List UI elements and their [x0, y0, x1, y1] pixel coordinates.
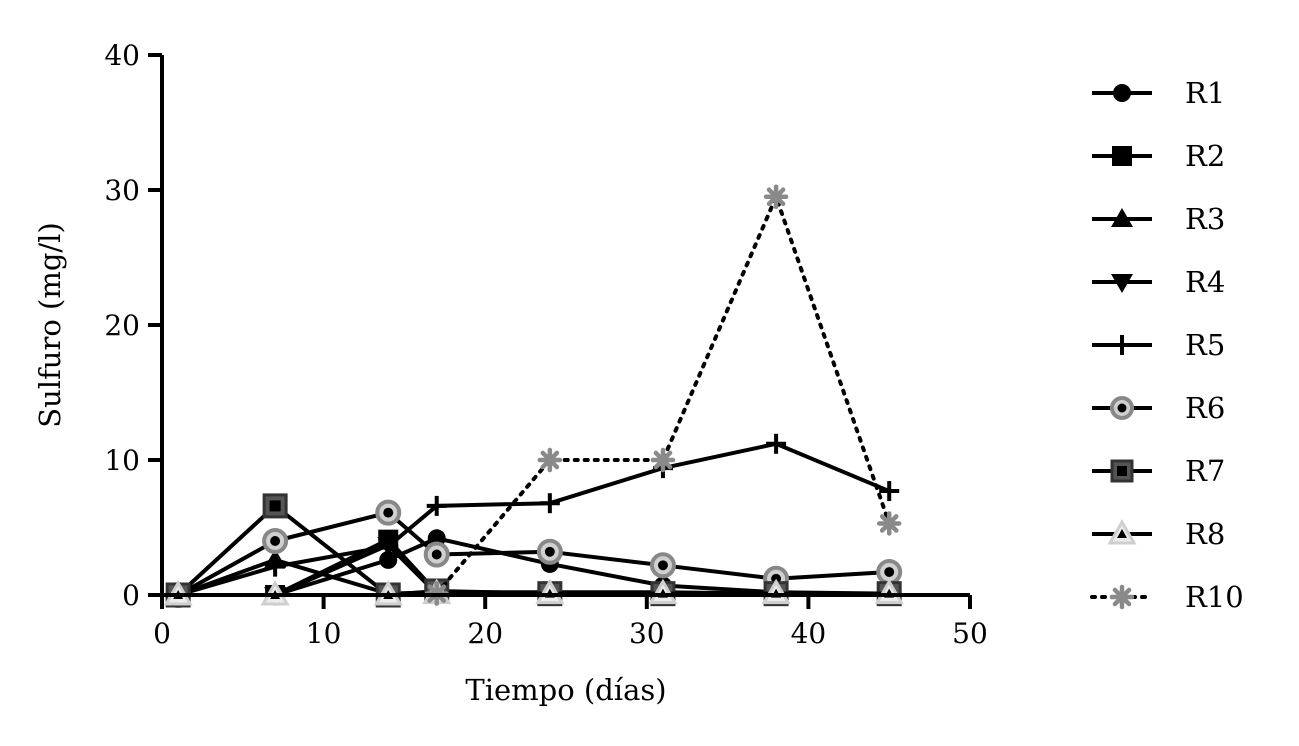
data-point [375, 499, 402, 526]
legend-marker-icon [1111, 208, 1133, 227]
legend-label: R8 [1185, 517, 1225, 551]
series-line-r10 [434, 194, 892, 596]
legend-item: R10 [1090, 580, 1244, 614]
data-point [262, 493, 288, 519]
legend-item: R8 [1092, 517, 1225, 551]
legend-item: R5 [1092, 328, 1225, 362]
legend-marker-icon [1113, 84, 1131, 102]
legend-label: R10 [1185, 580, 1244, 614]
y-tick-label: 40 [104, 39, 140, 72]
legend-item: R3 [1092, 202, 1225, 236]
y-tick-label: 20 [104, 309, 140, 342]
data-point [649, 552, 676, 579]
data-point [539, 493, 560, 514]
legend-label: R3 [1185, 202, 1225, 236]
x-tick-label: 20 [467, 617, 503, 650]
x-axis-title: Tiempo (días) [465, 673, 666, 707]
legend-marker-icon [1107, 518, 1137, 545]
legend-marker-icon [1111, 274, 1133, 293]
x-tick-label: 10 [306, 617, 342, 650]
legend-marker-icon [1109, 584, 1135, 610]
data-point [378, 536, 399, 557]
x-tick-label: 40 [791, 617, 827, 650]
legend-label: R1 [1185, 76, 1225, 110]
legend-item: R4 [1092, 265, 1225, 299]
data-point [423, 541, 450, 568]
series-r8 [163, 578, 904, 606]
series-layer [163, 184, 904, 608]
data-point [763, 184, 789, 209]
data-point [537, 447, 563, 473]
legend: R1 R2 R3 R4 R5 R6 R7 R8 R10 [1090, 76, 1244, 614]
data-point [766, 433, 787, 454]
legend-label: R6 [1185, 391, 1225, 425]
plot-area: 0 10 20 30 40 50 0 10 20 30 40 [104, 39, 987, 650]
series-line-r1 [178, 536, 890, 597]
data-point [265, 556, 286, 577]
series-line-r6 [177, 510, 890, 597]
series-r10 [424, 184, 902, 606]
series-r6 [165, 499, 903, 608]
legend-item: R6 [1092, 391, 1225, 425]
y-tick-label: 0 [122, 579, 140, 612]
legend-label: R7 [1185, 454, 1225, 488]
legend-item: R1 [1092, 76, 1225, 110]
data-point [426, 495, 447, 516]
data-point [536, 538, 563, 565]
x-tick-label: 0 [153, 617, 171, 650]
data-point [379, 550, 398, 569]
legend-label: R5 [1185, 328, 1225, 362]
data-point [876, 511, 902, 536]
legend-marker-icon [1110, 396, 1134, 420]
ticks: 0 10 20 30 40 50 0 10 20 30 40 [104, 39, 987, 650]
series-line-r5 [177, 441, 890, 597]
data-point [879, 481, 900, 502]
legend-marker-icon [1112, 146, 1132, 166]
legend-item: R7 [1092, 454, 1225, 488]
x-tick-label: 50 [952, 617, 988, 650]
y-tick-label: 10 [104, 444, 140, 477]
legend-label: R4 [1185, 265, 1225, 299]
legend-label: R2 [1185, 139, 1225, 173]
legend-marker-icon [1112, 335, 1132, 355]
y-tick-label: 30 [104, 174, 140, 207]
x-tick-label: 30 [629, 617, 665, 650]
legend-marker-icon [1110, 459, 1134, 483]
y-axis-title: Sulfuro (mg/l) [33, 222, 67, 428]
data-point [650, 447, 676, 473]
legend-item: R2 [1092, 139, 1225, 173]
data-point [262, 528, 289, 554]
axes: 0 10 20 30 40 50 0 10 20 30 40 [104, 39, 987, 650]
